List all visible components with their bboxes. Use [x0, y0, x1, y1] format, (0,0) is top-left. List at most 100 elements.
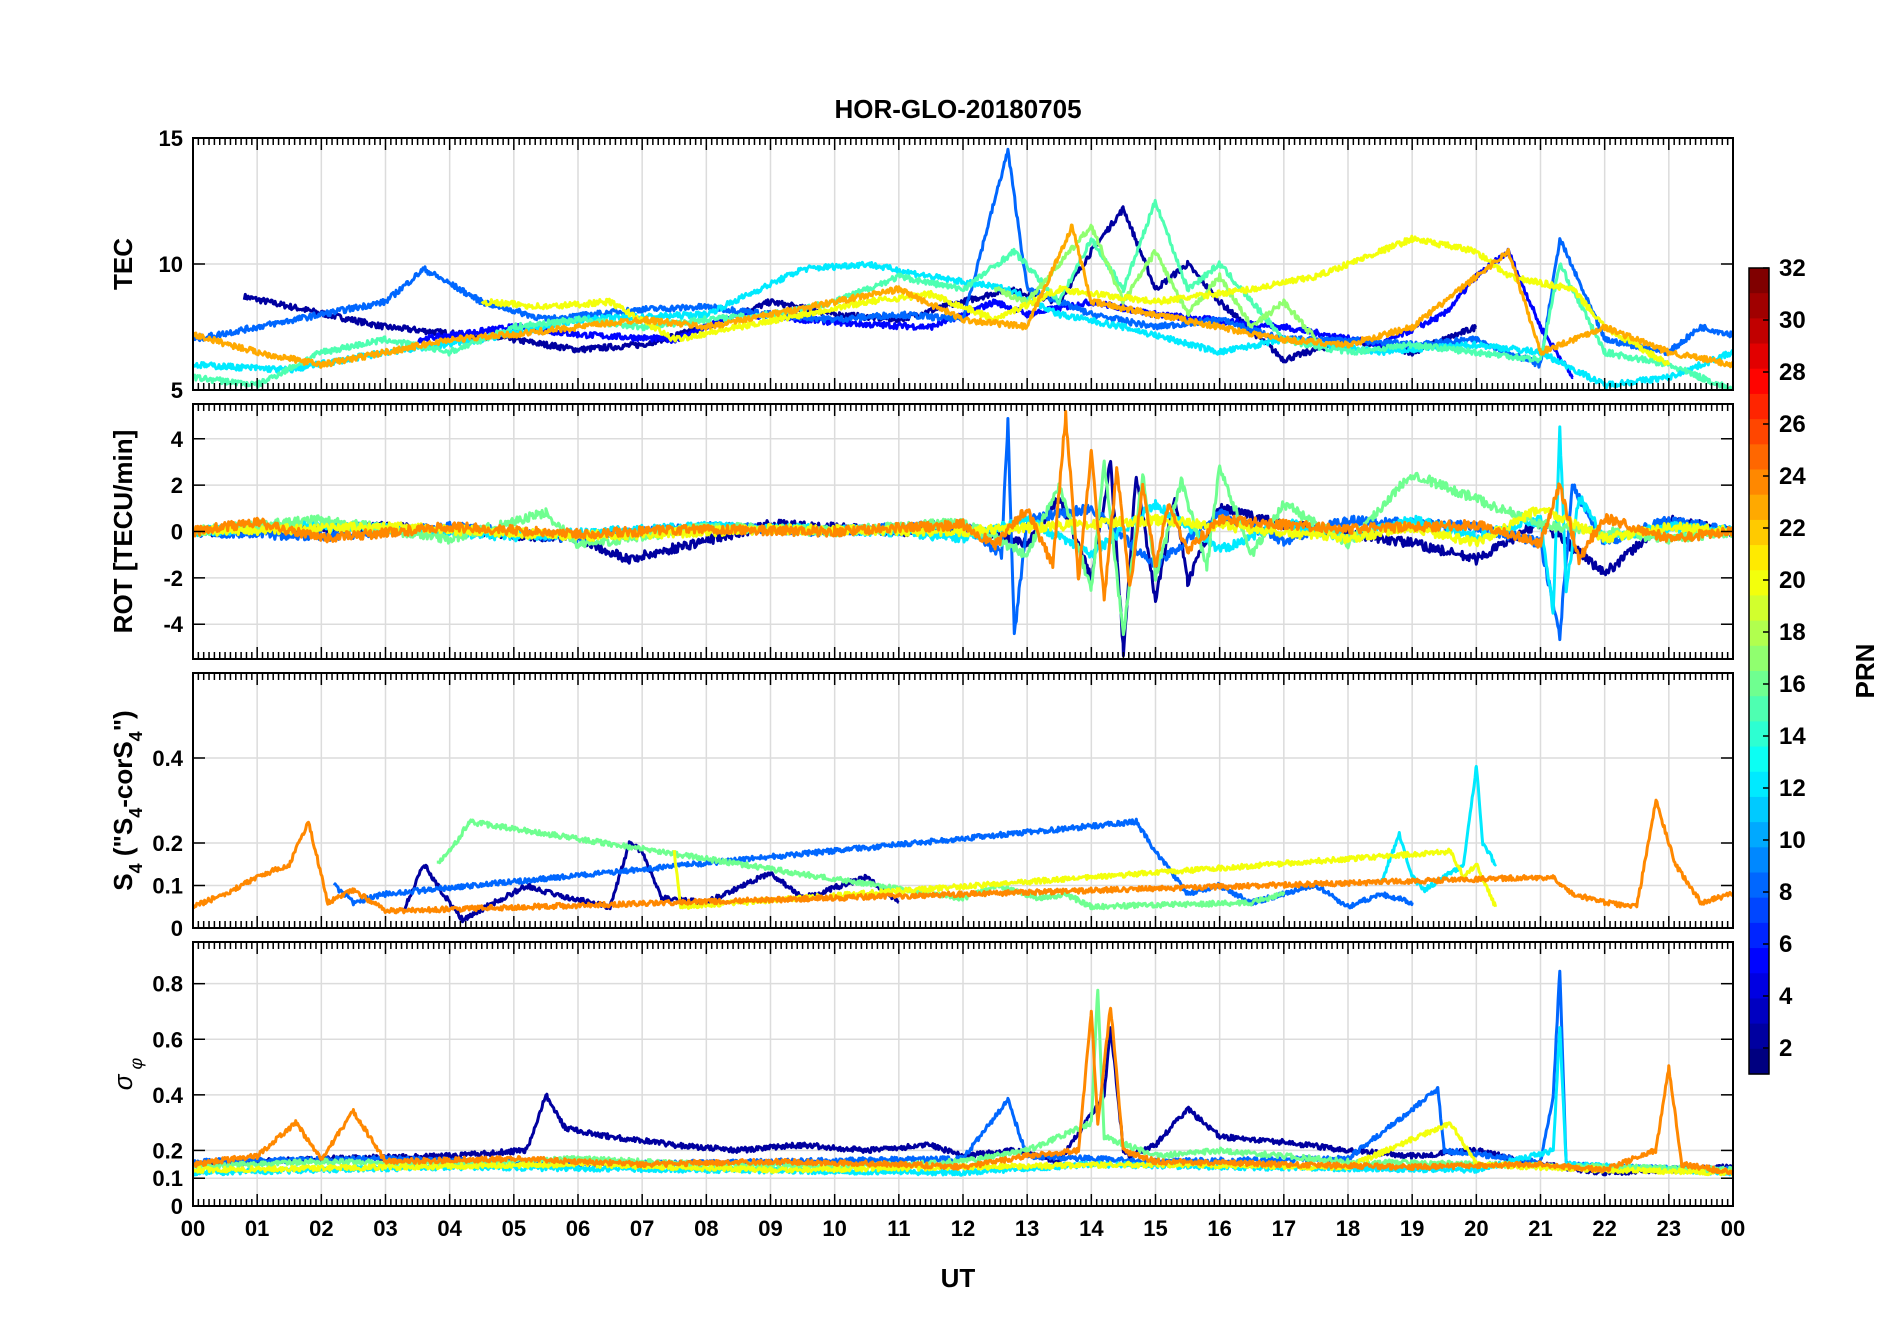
colorbar-frame: [1748, 267, 1770, 1075]
x-ticks-rot: [192, 404, 1734, 659]
y-ticks-sigma_phi: 0 0.1 0.2 0.4 0.6 0.8: [152, 972, 1733, 1219]
colorbar-swatch: [1749, 998, 1769, 1025]
x-tick-label: 01: [245, 1216, 269, 1241]
colorbar-tick-label: 24: [1779, 463, 1806, 490]
y-tick-label: 0.2: [152, 831, 183, 856]
panel-sigma_phi: 0 0.1 0.2 0.4 0.6 0.8 σ φ 00 01 02 03 04 05 06 07 08 09 1…: [108, 941, 1745, 1241]
colorbar-swatch: [1749, 268, 1769, 294]
series-group-rot: [193, 410, 1733, 658]
series-line-prn-15: [193, 198, 1733, 390]
colorbar-swatch: [1749, 872, 1769, 899]
colorbar-swatch: [1749, 1048, 1769, 1075]
colorbar-tick-label: 30: [1779, 307, 1806, 334]
y-tick-label: 0.8: [152, 972, 183, 997]
panel-s4: 0 0.1 0.2 0.4S4 ("S4-corS4"): [108, 672, 1734, 941]
y-tick-label: 0.2: [152, 1138, 183, 1163]
x-tick-label: 15: [1143, 1216, 1167, 1241]
series-line-prn-24: [193, 410, 1733, 602]
series-line-prn-24: [193, 798, 1733, 915]
colorbar-tick-label: 10: [1779, 827, 1806, 854]
colorbar-swatch: [1749, 595, 1769, 622]
series-line-prn-20: [193, 1121, 1733, 1177]
colorbar-swatch: [1749, 293, 1769, 319]
colorbar-swatch: [1749, 922, 1769, 949]
colorbar-swatch: [1749, 318, 1769, 345]
colorbar-swatch: [1749, 746, 1769, 773]
colorbar-swatch: [1749, 671, 1769, 697]
series-line-prn-16: [436, 818, 1286, 911]
colorbar-swatch: [1749, 973, 1769, 1000]
x-tick-label: 06: [566, 1216, 590, 1241]
y-tick-label: 5: [171, 378, 183, 403]
x-tick-label: 13: [1015, 1216, 1039, 1241]
colorbar-tick-label: 14: [1779, 723, 1806, 750]
colorbar-swatch: [1749, 469, 1769, 496]
y-tick-label: 0: [171, 1194, 183, 1219]
colorbar-swatch: [1749, 620, 1769, 647]
chart-title: HOR-GLO-20180705: [834, 94, 1081, 124]
x-tick-label: 07: [630, 1216, 654, 1241]
colorbar-tick-label: 2: [1779, 1035, 1792, 1062]
series-line-prn-23: [193, 223, 1733, 369]
colorbar-swatch: [1749, 645, 1769, 672]
colorbar-tick-label: 12: [1779, 775, 1806, 802]
x-tick-label: 21: [1528, 1216, 1552, 1241]
colorbar-tick-label: 28: [1779, 359, 1806, 386]
panel-rot: -4 -2 0 2 4 ROT [TECU/min]: [108, 403, 1734, 660]
colorbar-swatch: [1749, 570, 1769, 597]
colorbar-swatch: [1749, 419, 1769, 445]
x-tick-label: 11: [887, 1216, 910, 1241]
colorbar-swatch: [1749, 393, 1769, 420]
x-tick-label: 05: [502, 1216, 526, 1241]
colorbar-swatch: [1749, 822, 1769, 848]
y-tick-label: 0.4: [152, 746, 183, 771]
y-axis-label-s4: S4 ("S4-corS4"): [108, 710, 146, 890]
colorbar-tick-label: 8: [1779, 879, 1792, 906]
x-tick-label: 17: [1272, 1216, 1296, 1241]
y-tick-label: -4: [163, 612, 183, 637]
colorbar-tick-label: 4: [1779, 983, 1793, 1010]
x-ticks-s4: [192, 673, 1734, 928]
colorbar-tick-label: 22: [1779, 515, 1806, 542]
colorbar-swatch: [1749, 847, 1769, 874]
x-ticks-sigma_phi: [192, 942, 1734, 1206]
colorbar-label: PRN: [1850, 644, 1880, 699]
y-tick-label: 0: [171, 916, 183, 941]
colorbar-swatch: [1749, 696, 1769, 722]
series-line-prn-8: [332, 817, 1414, 910]
y-axis-label-rot: ROT [TECU/min]: [108, 430, 138, 634]
y-tick-label: 0.4: [152, 1083, 183, 1108]
colorbar-swatch: [1749, 948, 1769, 974]
y-ticks-s4: 0 0.1 0.2 0.4: [152, 746, 1733, 941]
colorbar-swatch: [1749, 721, 1769, 748]
x-tick-label: 10: [822, 1216, 846, 1241]
y-tick-label: 4: [171, 427, 184, 452]
y-tick-label: 0.6: [152, 1027, 183, 1052]
colorbar-tick-label: 6: [1779, 931, 1792, 958]
series-line-prn-20: [480, 234, 1671, 366]
x-tick-label: 12: [951, 1216, 975, 1241]
colorbar-tick-label: 16: [1779, 671, 1806, 698]
x-tick-label: 00: [181, 1216, 205, 1241]
y-tick-label: 0.1: [152, 1166, 183, 1191]
x-axis-label: UT: [941, 1263, 976, 1293]
x-tick-label: 04: [437, 1216, 462, 1241]
colorbar-swatch: [1749, 545, 1769, 571]
y-tick-label: -2: [163, 566, 183, 591]
series-line-prn-24: [193, 1006, 1733, 1176]
x-tick-label: 00: [1721, 1216, 1745, 1241]
colorbar-swatch: [1749, 343, 1769, 370]
colorbar-swatch: [1749, 494, 1769, 521]
colorbar-swatch: [1749, 796, 1769, 823]
x-tick-label: 19: [1400, 1216, 1424, 1241]
x-tick-label: 03: [373, 1216, 397, 1241]
x-tick-label: 16: [1207, 1216, 1231, 1241]
series-line-prn-12: [193, 260, 1733, 390]
series-group-s4: [193, 764, 1733, 924]
colorbar-swatch: [1749, 897, 1769, 924]
y-tick-label: 0.1: [152, 874, 183, 899]
series-line-prn-8: [193, 147, 1733, 369]
